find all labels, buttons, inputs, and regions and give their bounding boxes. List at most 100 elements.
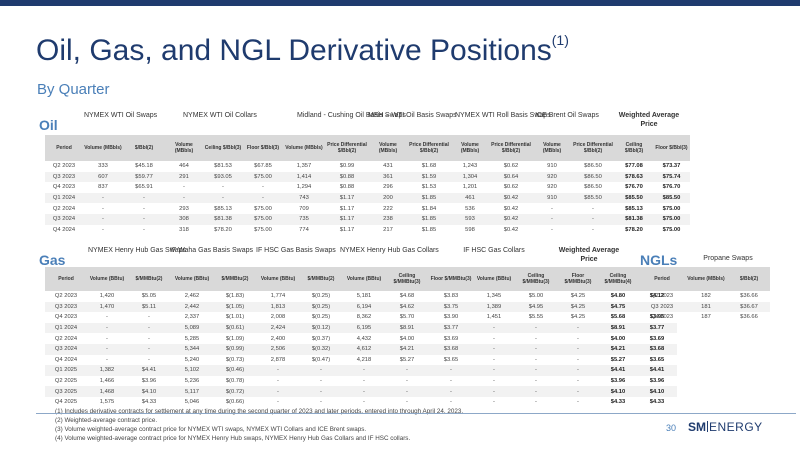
gas-cell: 4,432: [356, 335, 372, 342]
oil-cell: -: [123, 213, 165, 225]
ngl-cell: Q2 2023: [650, 293, 674, 300]
gas-cell: Q4 2025: [54, 399, 78, 406]
gas-cell: $4.95: [515, 301, 557, 313]
oil-cell: Q2 2023: [52, 163, 76, 170]
gas-cell: -: [535, 399, 537, 406]
gas-table-row: Q4 2025 1,575 $4.33 5,046 $(0.66) - - - - - - - - $4.…: [45, 397, 677, 408]
gas-cell: -: [473, 386, 515, 397]
gas-cell: $4.41: [127, 365, 171, 376]
oil-cell: 1,357: [296, 163, 312, 170]
oil-cell: $65.91: [135, 184, 153, 191]
gas-cell: $4.21: [599, 343, 637, 355]
ngl-header-cell: $/Bbl(2): [728, 267, 770, 291]
oil-header-cell: Volume (MBbls): [533, 135, 571, 161]
ngl-cell: 181: [684, 301, 728, 313]
gas-cell: -: [385, 365, 429, 376]
gas-cell: -: [473, 322, 515, 334]
gas-cell: $4.68: [399, 293, 415, 300]
gas-cell: $3.68: [429, 343, 473, 355]
ngl-header-cell: Period: [640, 267, 684, 291]
gas-cell: Q3 2025: [45, 386, 87, 397]
gas-cell: $4.10: [637, 386, 677, 397]
gas-cell: -: [127, 322, 171, 334]
gas-cell: -: [515, 343, 557, 355]
oil-header-cell: $/Bbl(2): [123, 135, 165, 161]
gas-cell: 6,194: [343, 301, 385, 313]
gas-cell: Q3 2023: [45, 301, 87, 313]
gas-cell: 1,420: [99, 293, 115, 300]
gas-table-row: Q3 2025 1,468 $4.10 5,117 $(0.72) - - - - - - - - $4.…: [45, 386, 677, 397]
gas-cell: 6,195: [343, 322, 385, 334]
gas-cell: $3.69: [649, 335, 665, 342]
oil-cell: $86.50: [584, 184, 602, 191]
oil-cell: 910: [547, 163, 557, 170]
gas-table-row: Q4 2024 - - 5,240 $(0.73) 2,878 $(0.47) 4,218 $5…: [45, 355, 677, 366]
oil-cell: $75.00: [662, 226, 681, 233]
gas-cell: 1,575: [99, 399, 115, 406]
oil-header-cell: Price Differential $/Bbl(2): [489, 135, 533, 161]
footnote-2: (2) Weighted-average contract price.: [55, 417, 158, 424]
oil-cell: 217: [383, 226, 393, 233]
gas-header-cell: Volume (BBtu): [257, 267, 299, 291]
gas-cell: Q3 2024: [45, 343, 87, 355]
ngl-cell: 187: [701, 314, 711, 321]
gas-cell: $4.33: [141, 399, 157, 406]
gas-cell: $3.69: [443, 335, 459, 342]
oil-cell: -: [592, 205, 594, 212]
gas-cell: -: [406, 399, 408, 406]
gas-cell: 2,424: [257, 322, 299, 334]
gas-cell: $3.90: [443, 314, 459, 321]
oil-cell: 291: [165, 171, 203, 183]
gas-cell: 1,382: [87, 365, 127, 376]
oil-table-row: Q2 2023 333 $45.18 464 $81.53 $67.85 1,357 $0.9…: [45, 161, 690, 172]
oil-cell: $73.37: [662, 163, 681, 170]
oil-cell: 709: [299, 205, 309, 212]
gas-cell: -: [257, 365, 299, 376]
gas-cell: $4.41: [637, 365, 677, 376]
oil-header-cell: Ceiling $/Bbl(3): [615, 135, 653, 161]
oil-header-cell: Volume (MBbls): [369, 135, 407, 161]
oil-cell: $1.84: [421, 205, 437, 212]
gas-group-weighted-avg: Weighted Average Price: [558, 247, 620, 263]
gas-cell: 1,813: [257, 301, 299, 313]
oil-cell: $75.00: [243, 213, 283, 225]
ngl-table-row: Q3 2023 181 $36.67: [640, 301, 770, 313]
oil-cell: 774: [299, 226, 309, 233]
gas-table-row: Q1 2024- -5,089 $(0.61) 2,424 $(0.12) 6,195 $8…: [45, 322, 677, 334]
gas-cell: 2,442: [171, 301, 213, 313]
gas-cell: -: [577, 356, 579, 363]
oil-cell: -: [571, 213, 615, 225]
oil-cell: 464: [179, 163, 189, 170]
oil-cell: $85.50: [653, 192, 690, 204]
gas-cell: $(0.25): [311, 314, 331, 321]
oil-header-cell: Volume (MBbls): [165, 135, 203, 161]
oil-cell: -: [183, 184, 185, 191]
gas-header-cell: Volume (BBtu): [473, 267, 515, 291]
oil-table-row: Q3 2023 607 $59.77 291 $93.05 $75.00 1,414 $0.8…: [45, 171, 690, 183]
gas-header-cell: Ceiling $/MMBtu(4): [599, 267, 637, 291]
gas-cell: $4.10: [599, 386, 637, 397]
oil-cell: $0.42: [503, 205, 519, 212]
gas-cell: -: [535, 378, 537, 385]
gas-cell: 5,102: [171, 365, 213, 376]
gas-cell: $3.75: [429, 301, 473, 313]
gas-cell: -: [127, 343, 171, 355]
gas-cell: $3.77: [637, 322, 677, 334]
oil-header-cell: Price Differential $/Bbl(2): [325, 135, 369, 161]
gas-cell: $(0.37): [311, 335, 331, 342]
oil-group-nymex-wti-collars: NYMEX WTI Oil Collars: [183, 112, 257, 119]
ngl-header-cell: Volume (MBbls): [684, 267, 728, 291]
title-footnote-ref: (1): [551, 32, 569, 48]
gas-group-hsc-basis: IF HSC Gas Basis Swaps: [256, 247, 336, 254]
oil-cell: 536: [465, 205, 475, 212]
gas-cell: $(0.25): [311, 293, 331, 300]
oil-header-cell: Volume (MBbls): [451, 135, 489, 161]
gas-table: Period Volume (BBtu) $/MMBtu(2) Volume (BBt…: [45, 267, 677, 408]
oil-cell: 333: [98, 163, 108, 170]
oil-cell: $77.08: [625, 163, 643, 170]
gas-cell: $5.27: [399, 356, 415, 363]
gas-cell: $3.65: [649, 356, 665, 363]
oil-cell: $93.05: [203, 171, 243, 183]
gas-cell: $(0.72): [213, 386, 257, 397]
gas-cell: -: [277, 378, 279, 385]
